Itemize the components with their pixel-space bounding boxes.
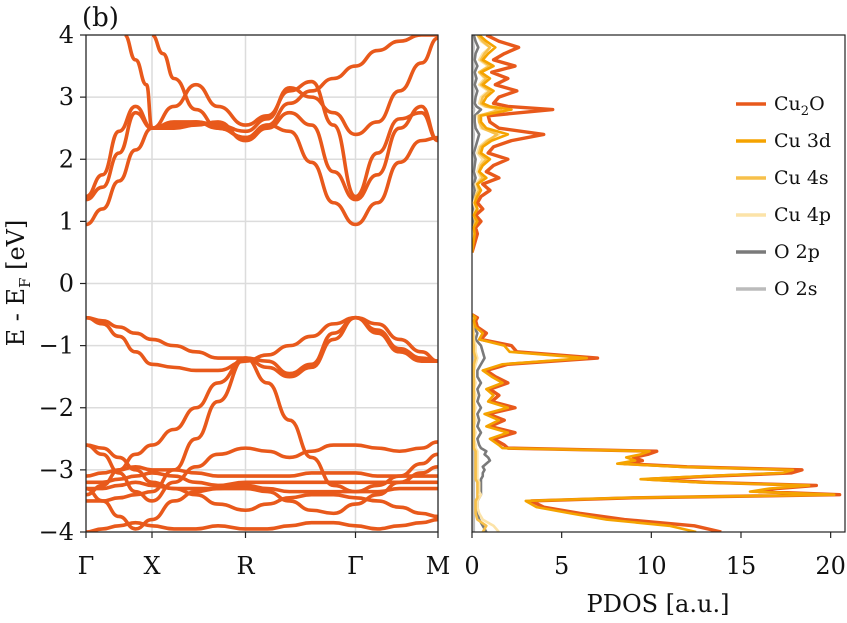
kpoint-label: X bbox=[143, 552, 160, 580]
band-ylabel-unit: [eV] bbox=[2, 220, 30, 278]
pdos-xtick-label: 0 bbox=[464, 552, 479, 580]
band-structure-panel: −4 −3 −2 −1 0 1 2 3 4 Γ X R Γ M E - EF [eV] bbox=[2, 21, 450, 580]
band-ylabel: E - EF [eV] bbox=[2, 220, 34, 347]
pdos-xtick-label: 10 bbox=[636, 552, 667, 580]
legend-label: Cu 4s bbox=[774, 167, 829, 189]
panel-label: (b) bbox=[82, 3, 119, 33]
band-line bbox=[86, 517, 438, 532]
band-ytick-label: 4 bbox=[59, 21, 74, 49]
pdos-lines bbox=[472, 35, 842, 532]
legend-label: Cu2O bbox=[774, 93, 825, 119]
band-line bbox=[86, 471, 438, 488]
pdos-panel: 0 5 10 15 20 PDOS [a.u.] Cu2O Cu 3d Cu 4s Cu 4p… bbox=[464, 34, 846, 618]
legend-label: Cu 3d bbox=[774, 130, 831, 152]
band-line bbox=[86, 315, 438, 379]
band-line bbox=[86, 104, 438, 202]
band-ylabel-main: E - E bbox=[2, 288, 30, 346]
band-ytick-label: 3 bbox=[59, 83, 74, 111]
kpoint-label: Γ bbox=[347, 552, 364, 580]
kpoint-label: Γ bbox=[78, 552, 95, 580]
band-ytick-label: 2 bbox=[59, 145, 74, 173]
kpoint-label: M bbox=[426, 552, 451, 580]
pdos-series-line bbox=[472, 35, 836, 532]
band-line bbox=[86, 443, 438, 519]
pdos-xticks: 0 5 10 15 20 bbox=[464, 532, 846, 580]
band-line bbox=[86, 356, 438, 497]
pdos-xlabel: PDOS [a.u.] bbox=[587, 590, 730, 618]
band-ytick-label: 0 bbox=[59, 270, 74, 298]
band-yticks: −4 −3 −2 −1 0 1 2 3 4 bbox=[39, 21, 86, 546]
band-line bbox=[86, 464, 438, 531]
pdos-xtick-label: 15 bbox=[726, 552, 757, 580]
band-ytick-label: 1 bbox=[59, 207, 74, 235]
band-line bbox=[86, 464, 438, 478]
legend-label: Cu 4p bbox=[774, 204, 831, 226]
band-line bbox=[123, 35, 438, 137]
legend-label: O 2s bbox=[774, 278, 817, 300]
band-ylabel-sub: F bbox=[16, 278, 34, 288]
legend-label: O 2p bbox=[774, 241, 820, 263]
band-line bbox=[86, 315, 438, 373]
band-ytick-label: −2 bbox=[39, 394, 74, 422]
band-line bbox=[151, 35, 438, 140]
band-line bbox=[86, 79, 438, 199]
pdos-xtick-label: 20 bbox=[815, 552, 846, 580]
band-line bbox=[86, 120, 438, 227]
pdos-xtick-label: 5 bbox=[554, 552, 569, 580]
pdos-legend: Cu2O Cu 3d Cu 4s Cu 4p O 2p O 2s bbox=[736, 93, 831, 300]
kpoint-label: R bbox=[236, 552, 255, 580]
band-ytick-label: −3 bbox=[39, 456, 74, 484]
band-ytick-label: −1 bbox=[39, 332, 74, 360]
band-line bbox=[86, 440, 438, 503]
pdos-axes-frame bbox=[471, 34, 846, 533]
band-ytick-label: −4 bbox=[39, 518, 74, 546]
band-lines bbox=[86, 35, 438, 532]
band-line bbox=[86, 480, 438, 494]
